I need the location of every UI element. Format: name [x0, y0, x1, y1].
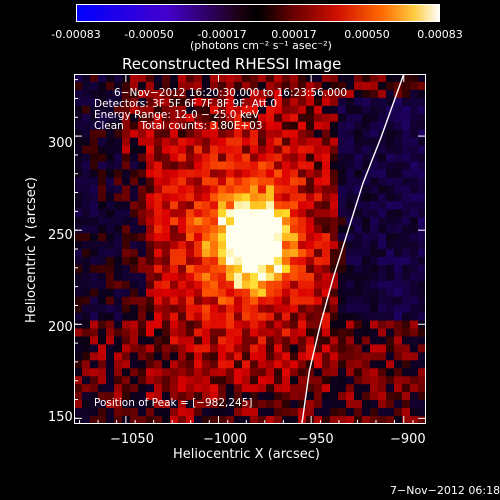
colorbar-unit-label: (photons cm⁻² s⁻¹ asec⁻²)	[190, 39, 332, 52]
colorbar-tick: 0.00083	[417, 28, 463, 41]
y-tick-label: 300	[48, 136, 73, 151]
colorbar-tick: -0.00017	[197, 28, 247, 41]
detectors-annotation: Detectors: 3F 5F 6F 7F 8F 9F, Att 0	[94, 98, 278, 110]
x-tick-label: −950	[298, 432, 334, 447]
y-tick-label: 250	[48, 228, 73, 243]
solar-limb-line	[301, 74, 405, 424]
y-axis-label: Heliocentric Y (arcsec)	[24, 177, 39, 323]
heatmap-cells	[74, 74, 426, 424]
peak-position-annotation: Position of Peak = [−982,245]	[94, 397, 253, 409]
energy-annotation: Energy Range: 12.0 − 25.0 keV	[94, 109, 260, 121]
x-tick-label: −1000	[203, 432, 247, 447]
footer-date: 7−Nov−2012 06:18	[390, 484, 500, 497]
x-axis-label: Heliocentric X (arcsec)	[173, 447, 320, 462]
colorbar-tick: -0.00050	[124, 28, 174, 41]
colorbar-tick: 0.00017	[271, 28, 317, 41]
colorbar	[76, 4, 440, 22]
x-tick-label: −900	[390, 432, 426, 447]
x-tick-label: −1050	[110, 432, 154, 447]
time-range-annotation: 6−Nov−2012 16:20:30.000 to 16:23:56.000	[114, 87, 348, 99]
colorbar-tick: 0.00050	[344, 28, 390, 41]
heatmap-plot	[74, 74, 426, 424]
colorbar-tick: -0.00083	[51, 28, 101, 41]
colorbar-ticks: -0.00083 -0.00050 -0.00017 0.00017 0.000…	[0, 0, 500, 60]
clean-annotation: Clean Total counts: 3.80E+03	[94, 120, 263, 132]
chart-title: Reconstructed RHESSI Image	[122, 55, 342, 73]
y-tick-label: 200	[48, 320, 73, 335]
y-tick-label: 150	[48, 410, 73, 425]
